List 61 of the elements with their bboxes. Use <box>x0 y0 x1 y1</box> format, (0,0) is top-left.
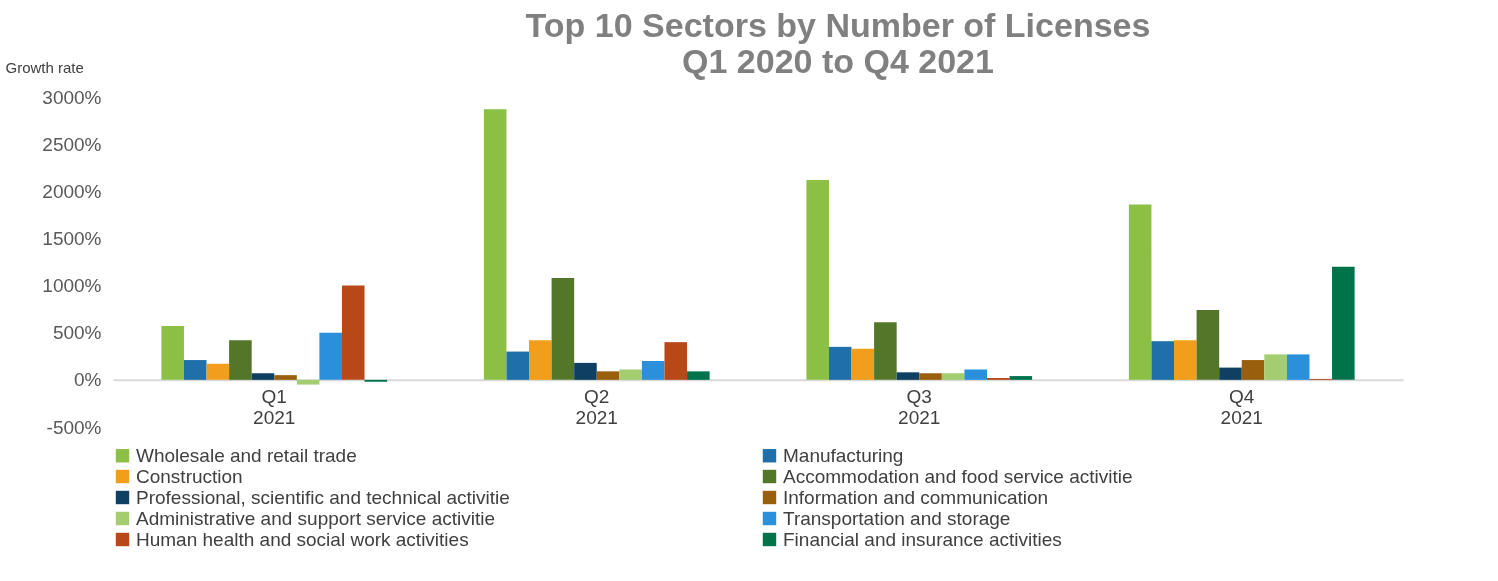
legend-label: Financial and insurance activities <box>783 528 1062 550</box>
bar <box>229 340 252 380</box>
bar <box>274 375 297 380</box>
bar <box>919 373 942 380</box>
bar <box>1174 340 1197 380</box>
bar <box>183 360 207 380</box>
x-tick-label: Q2 2021 <box>575 386 618 429</box>
bar <box>641 361 665 380</box>
bar <box>551 278 575 380</box>
legend-label: Administrative and support service activitie <box>136 507 496 529</box>
y-tick-label: 0% <box>74 369 102 391</box>
bar <box>296 379 320 385</box>
bar <box>161 326 184 380</box>
legend-label: Transportation and storage <box>783 507 1011 529</box>
bar <box>574 362 597 380</box>
bar <box>896 372 920 380</box>
bar <box>874 322 897 380</box>
legend-label: Professional, scientific and technical activitie <box>136 486 510 508</box>
legend-label: Manufacturing <box>783 444 904 466</box>
bar <box>1128 204 1152 380</box>
y-tick-label: -500% <box>46 416 102 438</box>
bar <box>687 371 710 380</box>
bar <box>664 342 688 380</box>
bar <box>206 363 230 380</box>
bar <box>483 109 507 380</box>
bar <box>619 369 642 380</box>
legend-label: Wholesale and retail trade <box>136 444 357 466</box>
bar <box>1241 360 1265 380</box>
legend-label: Accommodation and food service activitie <box>783 465 1133 487</box>
y-tick-label: 3000% <box>42 86 102 108</box>
bar <box>529 340 552 380</box>
y-tick-label: 1500% <box>42 227 102 249</box>
bar <box>941 373 965 380</box>
legend-label: Construction <box>136 465 243 487</box>
bar <box>341 285 365 380</box>
y-tick-label: 2000% <box>42 180 102 202</box>
x-tick-label: Q1 2021 <box>253 386 296 429</box>
bar <box>1009 376 1033 380</box>
bar <box>1264 354 1287 380</box>
bar <box>1151 341 1175 380</box>
legend-label: Human health and social work activities <box>136 528 469 550</box>
bar <box>1196 310 1220 380</box>
bar <box>828 346 852 380</box>
y-axis-title: Growth rate <box>5 58 84 76</box>
bar <box>506 351 530 380</box>
bar <box>851 348 875 380</box>
x-tick-label: Q3 2021 <box>898 386 941 429</box>
bar <box>319 332 342 380</box>
legend-label: Information and communication <box>783 486 1049 508</box>
bar <box>251 373 275 380</box>
chart-title: Top 10 Sectors by Number of Licenses <box>525 6 1151 44</box>
y-tick-label: 500% <box>52 322 102 344</box>
bar <box>806 179 829 380</box>
x-tick-label: Q4 2021 <box>1220 386 1263 429</box>
y-tick-label: 1000% <box>42 275 102 297</box>
bar <box>596 371 620 380</box>
bar <box>1286 354 1310 380</box>
bar <box>1332 266 1355 380</box>
bar <box>1219 367 1242 380</box>
y-tick-label: 2500% <box>42 133 102 155</box>
bar <box>964 369 987 380</box>
